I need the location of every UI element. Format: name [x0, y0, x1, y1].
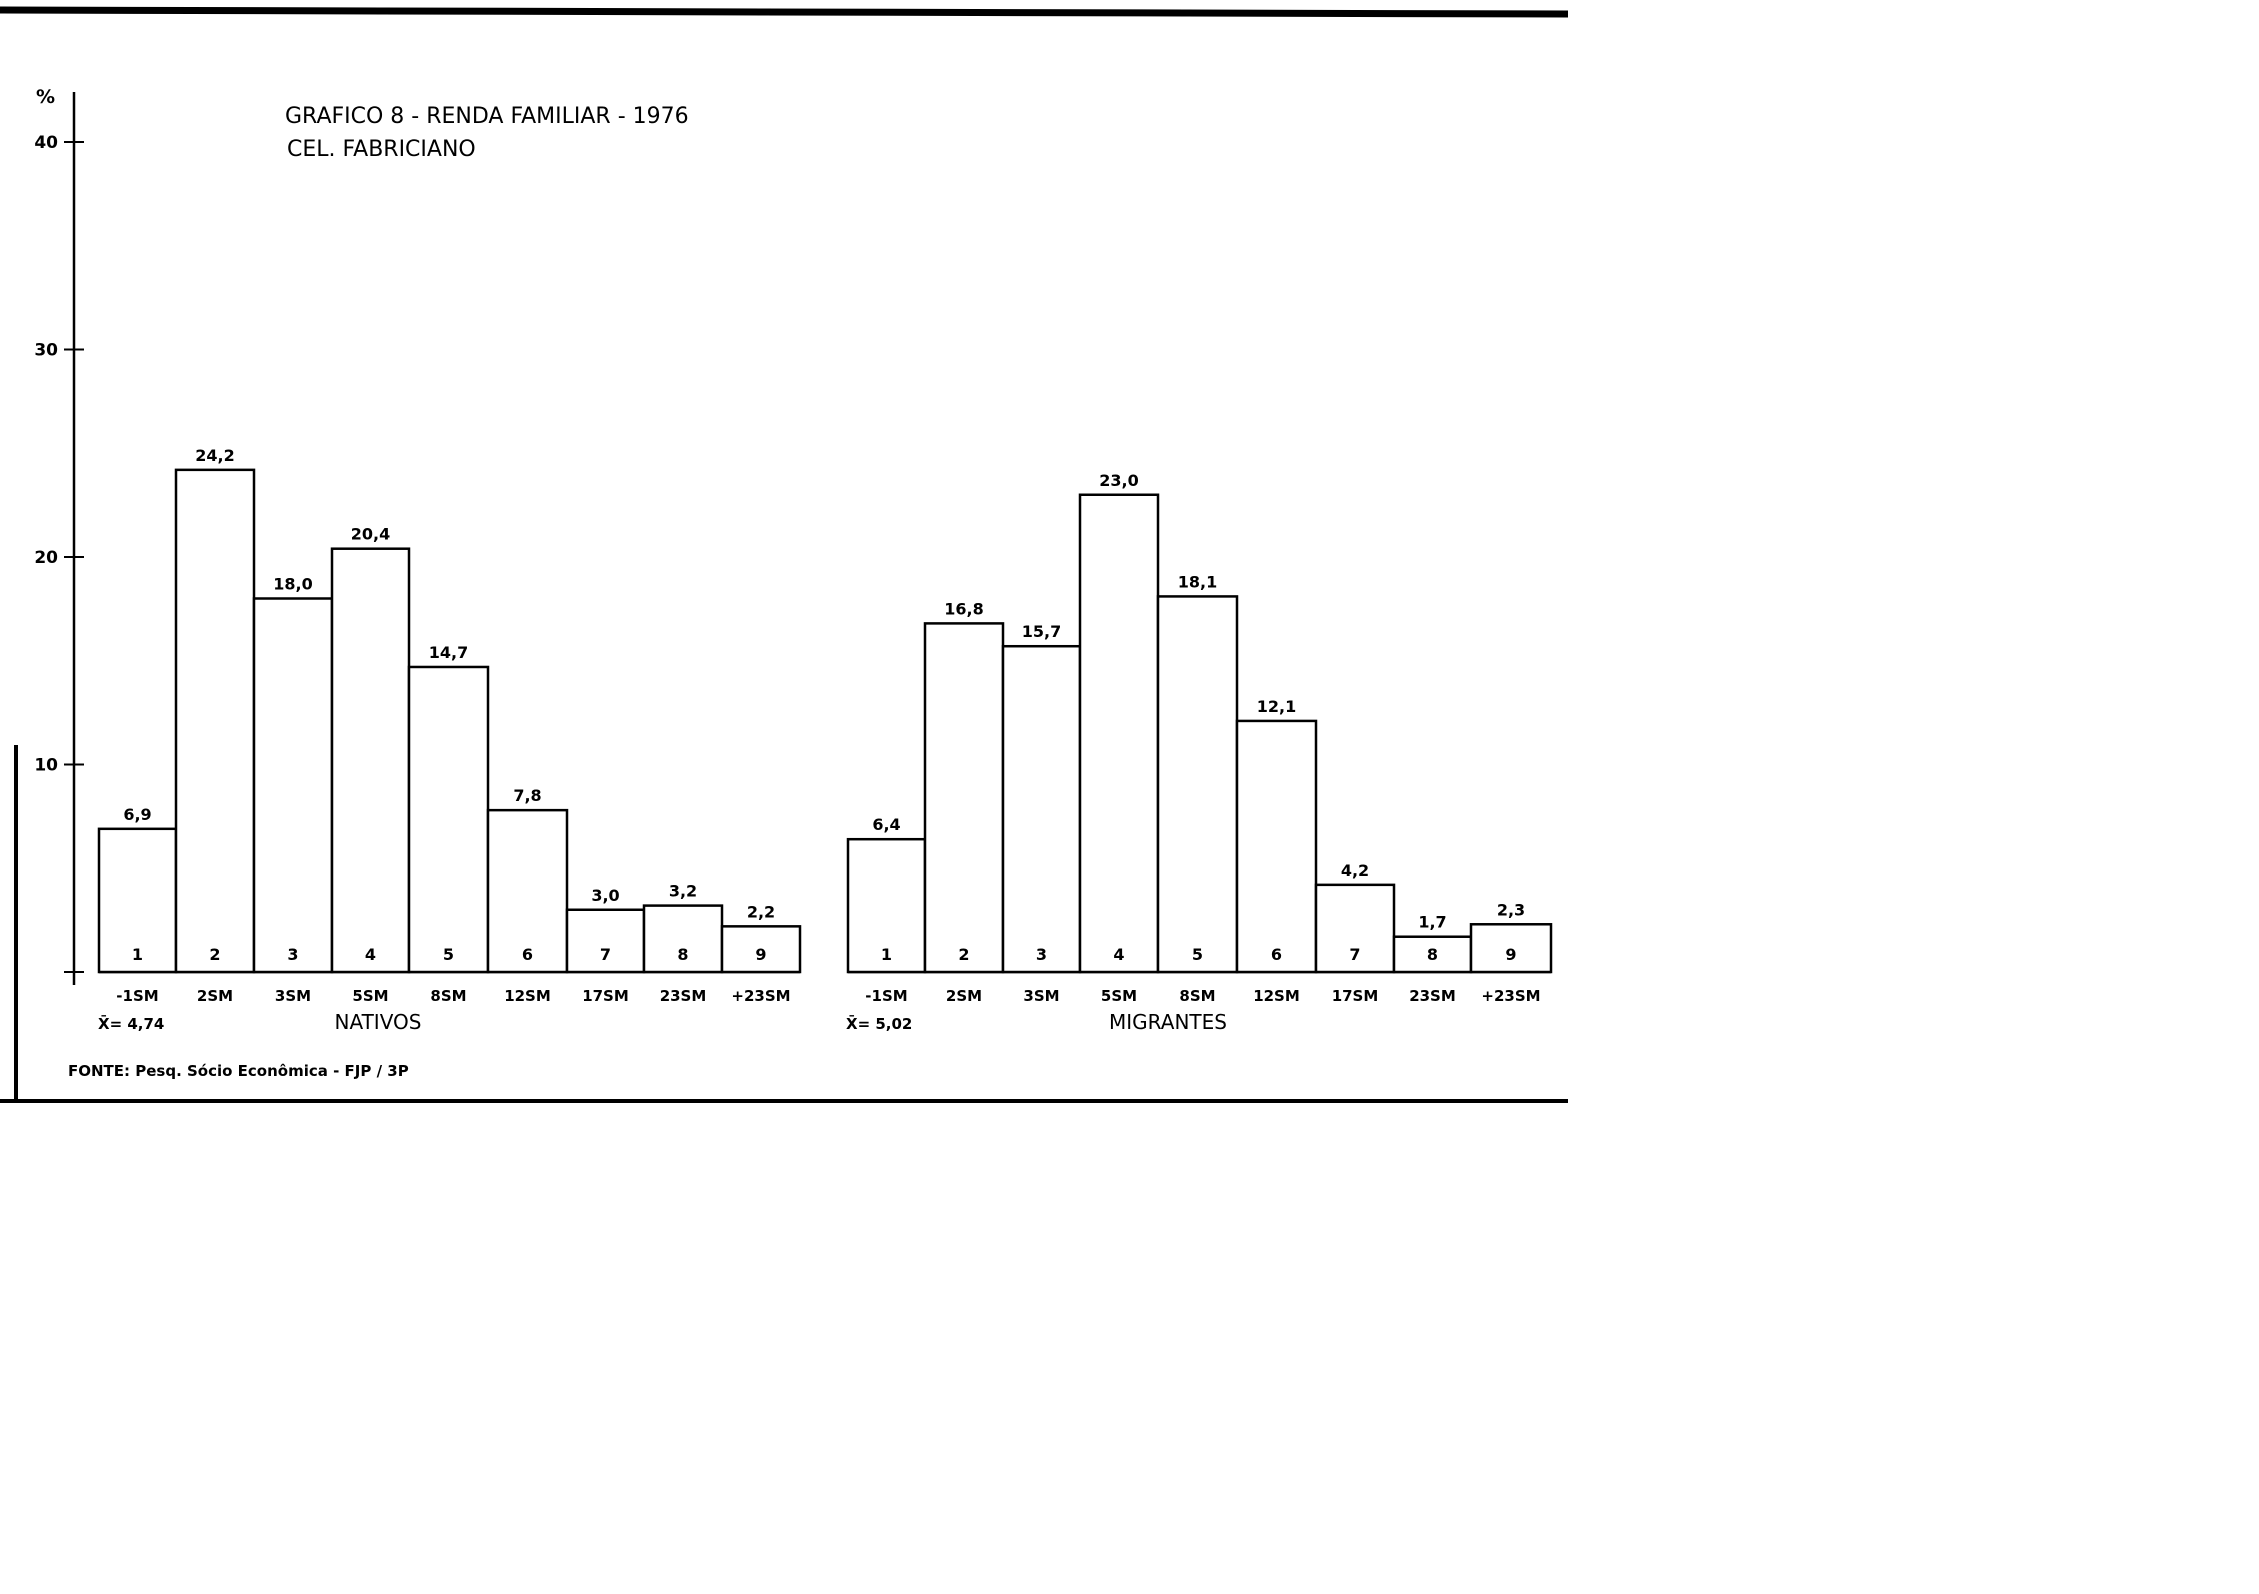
y-tick-label: 10	[34, 756, 58, 776]
bar	[1078, 493, 1160, 974]
y-tick-label: 40	[34, 133, 58, 153]
bar	[1392, 935, 1473, 974]
bar-value-label: 16,8	[944, 599, 983, 618]
y-tick-label: 30	[34, 341, 58, 361]
bar-number: 3	[1036, 945, 1047, 964]
bar	[1235, 719, 1318, 974]
category-label: 5SM	[1101, 987, 1137, 1005]
bar	[1156, 595, 1239, 974]
category-label: +23SM	[731, 987, 790, 1005]
bar	[642, 904, 724, 974]
bar	[174, 468, 256, 974]
bar	[407, 665, 490, 974]
bar-value-label: 1,7	[1418, 913, 1446, 932]
category-label: 12SM	[1253, 987, 1300, 1005]
bar-number: 1	[881, 945, 892, 964]
category-label: 23SM	[660, 987, 707, 1005]
histogram-chart: GRAFICO 8 - RENDA FAMILIAR - 1976 CEL. F…	[0, 6, 1568, 1103]
mean-label: X̄= 4,74	[98, 1013, 164, 1033]
bar	[1314, 883, 1396, 974]
category-label: 8SM	[430, 987, 466, 1005]
panel-migrantes: 6,4 1 -1SM 16,8 2 2SM 15,7 3 3SM 23,0 4 5SM 18,1 5 8SM…	[846, 471, 1553, 1034]
bar-value-label: 4,2	[1341, 861, 1369, 880]
bar	[923, 622, 1005, 974]
group-label: MIGRANTES	[1109, 1010, 1227, 1034]
category-label: 3SM	[1023, 987, 1059, 1005]
category-label: 12SM	[504, 987, 551, 1005]
bar-number: 4	[365, 945, 376, 964]
bar	[565, 908, 646, 974]
bar-number: 6	[522, 945, 533, 964]
category-label: 23SM	[1409, 987, 1456, 1005]
chart-page: { "chart_data": { "type": "bar", "title"…	[0, 0, 1568, 1106]
bar-value-label: 6,4	[872, 815, 900, 834]
bar-number: 7	[600, 945, 611, 964]
bar-value-label: 6,9	[123, 805, 151, 824]
bar-value-label: 14,7	[429, 643, 468, 662]
bar-number: 2	[958, 945, 969, 964]
category-label: 17SM	[582, 987, 629, 1005]
bar-value-label: 3,2	[669, 882, 697, 901]
bar	[486, 808, 569, 974]
bar-value-label: 24,2	[195, 446, 234, 465]
bar-number: 6	[1271, 945, 1282, 964]
y-axis-label: %	[36, 86, 55, 108]
bar-number: 4	[1113, 945, 1124, 964]
bar	[846, 837, 927, 974]
bar-value-label: 15,7	[1022, 622, 1061, 641]
bar-number: 2	[209, 945, 220, 964]
bar-number: 9	[755, 945, 766, 964]
bar-value-label: 18,1	[1178, 572, 1217, 591]
bar-number: 7	[1349, 945, 1360, 964]
bar-number: 8	[1427, 945, 1438, 964]
bar-value-label: 2,3	[1497, 900, 1525, 919]
chart-title: GRAFICO 8 - RENDA FAMILIAR - 1976	[285, 104, 689, 129]
bars-group: 6,91-1SM24,222SM18,033SM20,445SM14,758SM…	[97, 446, 1553, 1034]
chart-subtitle: CEL. FABRICIANO	[287, 137, 476, 162]
bar	[252, 597, 334, 974]
panel-nativos: 6,9 1 -1SM 24,2 2 2SM 18,0 3 3SM 20,4 4 5SM 14,7 5 8SM…	[97, 446, 802, 1034]
category-label: 8SM	[1179, 987, 1215, 1005]
bar-number: 3	[287, 945, 298, 964]
bar-value-label: 18,0	[273, 575, 312, 594]
bar-number: 5	[1192, 945, 1203, 964]
bar-number: 9	[1505, 945, 1516, 964]
bar-number: 5	[443, 945, 454, 964]
bar	[1469, 923, 1553, 974]
bar-number: 1	[132, 945, 143, 964]
category-label: +23SM	[1481, 987, 1540, 1005]
bar-value-label: 20,4	[351, 525, 390, 544]
category-label: 2SM	[197, 987, 233, 1005]
y-ticks: 10 20 30 40	[34, 133, 84, 973]
group-label: NATIVOS	[335, 1010, 422, 1034]
bar	[720, 925, 802, 974]
category-label: 2SM	[946, 987, 982, 1005]
mean-label: X̄= 5,02	[846, 1013, 912, 1033]
bar-value-label: 12,1	[1257, 697, 1296, 716]
category-label: 5SM	[352, 987, 388, 1005]
bar-number: 8	[677, 945, 688, 964]
bar-value-label: 2,2	[747, 902, 775, 921]
y-tick-label: 20	[34, 548, 58, 568]
bar	[1001, 644, 1082, 974]
bar-value-label: 7,8	[513, 786, 541, 805]
top-border	[0, 6, 1568, 18]
source-note: FONTE: Pesq. Sócio Econômica - FJP / 3P	[68, 1062, 409, 1080]
category-label: 3SM	[275, 987, 311, 1005]
category-label: -1SM	[865, 987, 907, 1005]
bar-value-label: 23,0	[1099, 471, 1138, 490]
bar	[330, 547, 411, 974]
bar-value-label: 3,0	[591, 886, 619, 905]
category-label: -1SM	[116, 987, 158, 1005]
category-label: 17SM	[1332, 987, 1379, 1005]
